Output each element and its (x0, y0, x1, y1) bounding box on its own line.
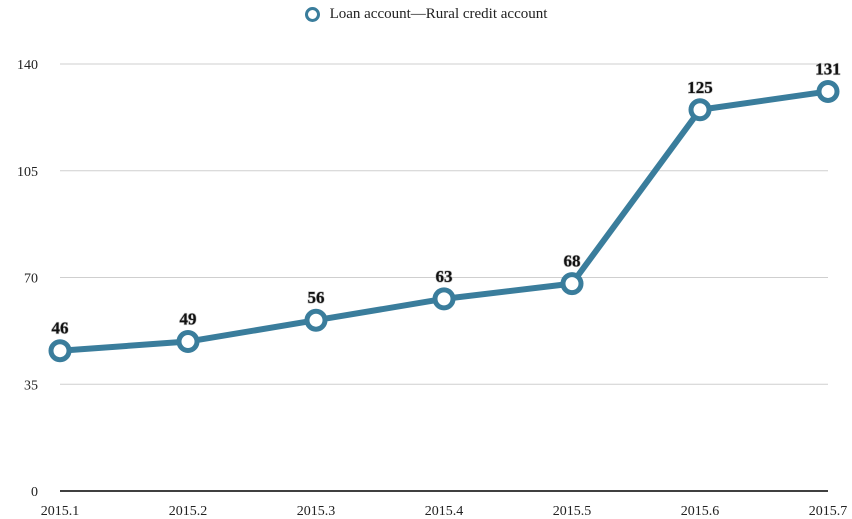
data-point (816, 79, 840, 103)
data-point (688, 98, 712, 122)
data-label: 49 (180, 310, 197, 329)
legend-label: Loan account—Rural credit account (329, 6, 548, 22)
x-tick-label: 2015.1 (41, 504, 80, 519)
data-label: 131 (815, 59, 841, 78)
x-tick-label: 2015.2 (169, 504, 208, 519)
data-label: 68 (564, 252, 581, 271)
y-tick-label: 35 (24, 378, 38, 393)
data-label: 63 (436, 267, 453, 286)
y-tick-label: 140 (17, 58, 38, 73)
legend-marker-icon (304, 7, 320, 22)
series-line (57, 88, 831, 354)
data-point (432, 287, 456, 311)
y-tick-label: 70 (24, 272, 38, 287)
y-tick-label: 0 (31, 485, 38, 500)
legend-item: Loan account—Rural credit account (304, 6, 548, 23)
data-label: 56 (308, 288, 325, 307)
x-tick-label: 2015.3 (297, 504, 336, 519)
data-point (304, 308, 328, 332)
x-tick-label: 2015.6 (681, 504, 720, 519)
data-point (176, 330, 200, 354)
data-label: 125 (687, 78, 713, 97)
y-tick-label: 105 (17, 165, 38, 180)
x-tick-label: 2015.4 (425, 504, 464, 519)
x-tick-label: 2015.5 (553, 504, 592, 519)
legend: Loan account—Rural credit account (0, 6, 852, 27)
data-point (560, 272, 584, 296)
data-label: 46 (52, 319, 69, 338)
x-tick-label: 2015.7 (809, 504, 848, 519)
data-point (48, 339, 72, 363)
